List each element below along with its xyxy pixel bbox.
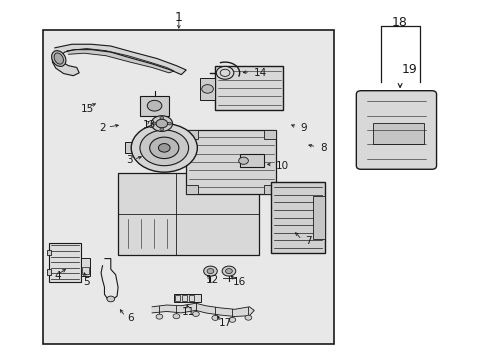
Text: 15: 15 [81, 104, 94, 113]
Circle shape [160, 116, 163, 119]
Text: 16: 16 [233, 277, 246, 287]
Polygon shape [67, 49, 174, 73]
Bar [215, 66, 283, 111]
Bar [46, 249, 51, 255]
Circle shape [225, 269, 232, 274]
Circle shape [160, 128, 163, 131]
Ellipse shape [52, 51, 66, 66]
Bar [239, 154, 264, 167]
Circle shape [152, 122, 156, 125]
Text: 13: 13 [143, 120, 156, 130]
Text: 4: 4 [54, 271, 61, 282]
Bar [271, 182, 324, 253]
Circle shape [222, 266, 235, 276]
Bar [264, 185, 276, 194]
Bar [81, 258, 90, 276]
Bar [312, 196, 324, 239]
Text: 17: 17 [218, 318, 231, 328]
Text: 12: 12 [206, 275, 219, 285]
Bar [81, 267, 89, 274]
Text: 11: 11 [182, 307, 195, 317]
Circle shape [149, 137, 179, 158]
Circle shape [228, 317, 235, 322]
Circle shape [167, 122, 171, 125]
Circle shape [173, 314, 180, 319]
Circle shape [151, 116, 172, 131]
Bar [186, 185, 198, 194]
Text: 5: 5 [83, 277, 90, 287]
Text: 14: 14 [254, 68, 267, 78]
Ellipse shape [54, 53, 63, 64]
Circle shape [156, 119, 167, 128]
Circle shape [206, 269, 213, 274]
Polygon shape [152, 303, 254, 316]
Text: 1: 1 [175, 11, 183, 24]
Bar [140, 96, 169, 116]
Bar [42, 30, 334, 344]
Text: 19: 19 [401, 63, 417, 76]
Bar [118, 173, 259, 255]
Text: 9: 9 [300, 123, 306, 133]
Bar [125, 143, 139, 153]
Circle shape [216, 66, 233, 79]
Circle shape [147, 100, 162, 111]
Text: 2: 2 [99, 123, 106, 133]
Circle shape [238, 157, 248, 164]
Polygon shape [52, 44, 186, 76]
Circle shape [211, 315, 218, 320]
Text: 10: 10 [276, 161, 288, 171]
Bar [186, 130, 276, 194]
Text: 6: 6 [127, 312, 133, 323]
Bar [186, 130, 198, 139]
Circle shape [203, 266, 217, 276]
Text: 18: 18 [391, 16, 407, 29]
Bar [264, 130, 276, 139]
Circle shape [158, 144, 170, 152]
Circle shape [156, 314, 163, 319]
Text: 8: 8 [319, 143, 326, 153]
Circle shape [244, 315, 251, 320]
Circle shape [192, 311, 199, 316]
Circle shape [140, 130, 188, 166]
Bar [46, 269, 51, 275]
Circle shape [201, 85, 213, 93]
Circle shape [107, 296, 115, 302]
FancyBboxPatch shape [356, 91, 436, 169]
Bar [175, 295, 180, 301]
Bar [200, 78, 215, 100]
Bar [182, 295, 187, 301]
Bar [49, 243, 81, 282]
Bar [372, 123, 424, 144]
Text: 3: 3 [126, 156, 132, 165]
Bar [189, 295, 194, 301]
Bar [174, 294, 201, 302]
Text: 7: 7 [305, 236, 311, 246]
Circle shape [131, 123, 197, 172]
